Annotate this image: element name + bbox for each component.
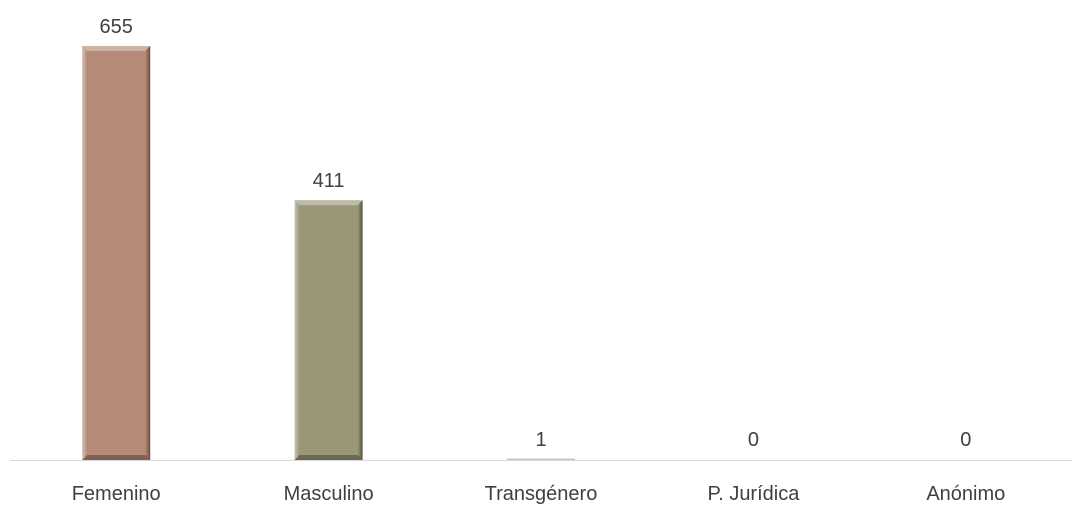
- data-label-1: 411: [313, 170, 345, 192]
- bar-0: [82, 46, 151, 460]
- data-label-0: 655: [100, 16, 133, 38]
- x-tick-label-1: Masculino: [284, 483, 374, 505]
- bar-bevel-top: [82, 46, 151, 51]
- x-tick-label-4: Anónimo: [926, 483, 1005, 505]
- bar-bevel-left: [82, 46, 88, 460]
- bar-1: [294, 200, 363, 460]
- bar-bevel-bottom: [82, 455, 151, 460]
- data-label-3: 0: [748, 429, 759, 451]
- bar-2: [507, 458, 575, 460]
- bar-bevel-left: [294, 200, 300, 460]
- bar-body: [507, 458, 575, 460]
- bar-bevel-top: [294, 200, 363, 206]
- data-labels: 655 411 1 0 0: [100, 16, 972, 451]
- bar-bevel-right: [357, 200, 363, 460]
- data-label-4: 0: [960, 429, 971, 451]
- data-label-2: 1: [535, 429, 546, 451]
- bars: [82, 46, 575, 460]
- bar-bevel-bottom: [294, 455, 363, 460]
- x-tick-labels: Femenino Masculino Transgénero P. Jurídica A…: [72, 483, 1006, 505]
- bar-body: [294, 200, 363, 460]
- bar-body: [82, 46, 151, 460]
- x-tick-label-2: Transgénero: [485, 483, 598, 505]
- x-tick-label-0: Femenino: [72, 483, 161, 505]
- bar-bevel-right: [145, 46, 151, 460]
- x-tick-label-3: P. Jurídica: [707, 483, 800, 505]
